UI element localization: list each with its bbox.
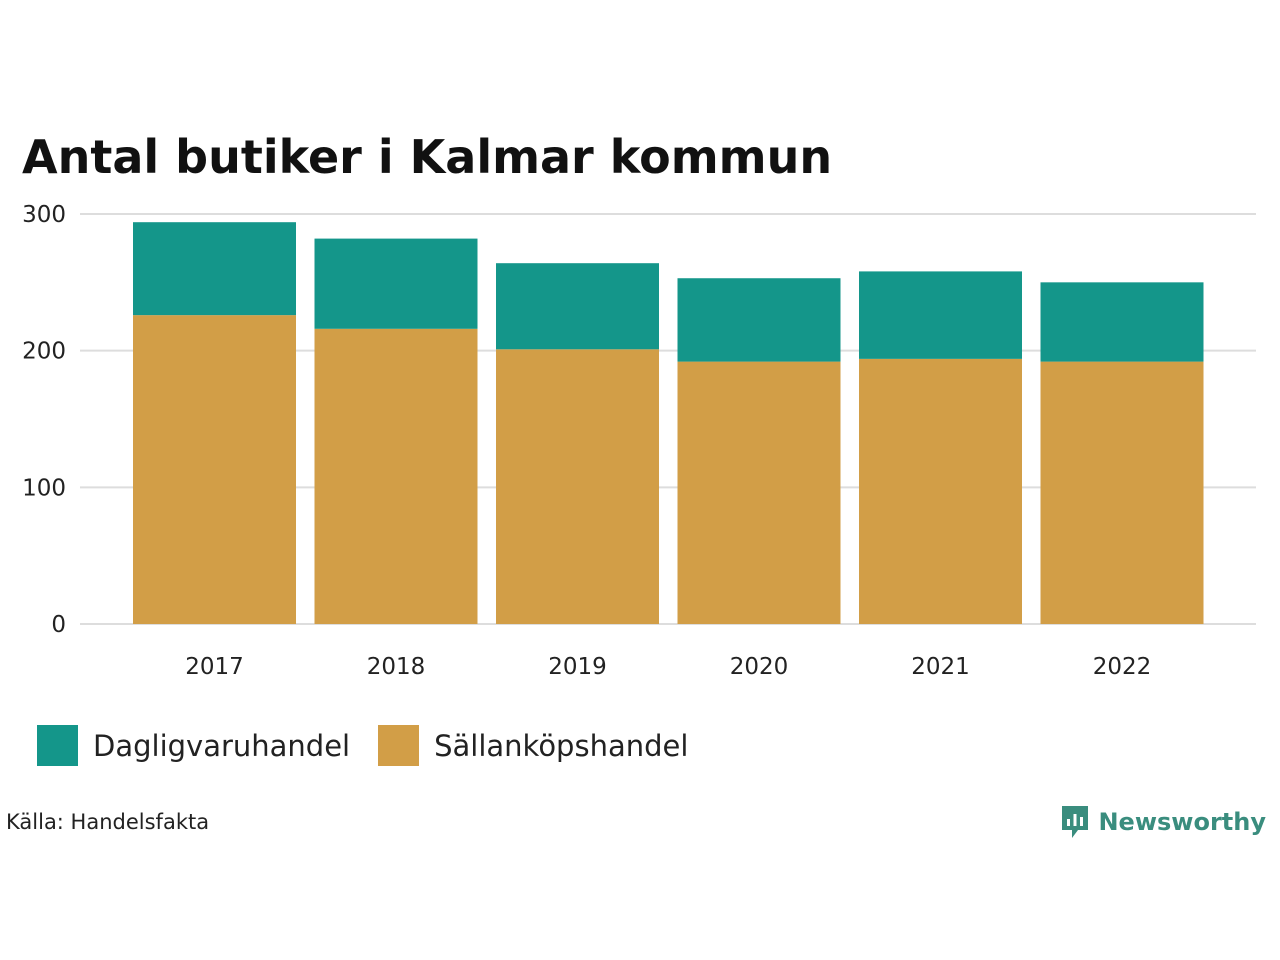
bar-dagligvaruhandel-2022	[1040, 282, 1204, 362]
bar-dagligvaruhandel-2019	[496, 263, 659, 350]
y-tick-label-300: 300	[22, 202, 66, 228]
legend-item-dagligvaruhandel: Dagligvaruhandel	[37, 725, 350, 766]
bar-dagligvaruhandel-2018	[314, 238, 478, 329]
legend: Dagligvaruhandel Sällanköpshandel	[37, 725, 716, 766]
bar-sallankopshandel-2022	[1040, 361, 1204, 624]
source-note: Källa: Handelsfakta	[6, 810, 210, 834]
newsworthy-logo-icon	[1062, 806, 1089, 838]
legend-label-dagligvaruhandel: Dagligvaruhandel	[93, 728, 351, 763]
x-tick-label-2020: 2020	[730, 654, 789, 680]
bar-sallankopshandel-2018	[314, 328, 478, 624]
legend-item-sallankopshandel: Sällanköpshandel	[378, 725, 688, 766]
bar-sallankopshandel-2017	[133, 315, 296, 624]
bar-sallankopshandel-2021	[859, 358, 1022, 624]
x-tick-label-2019: 2019	[548, 654, 607, 680]
legend-swatch-dagligvaruhandel	[37, 725, 78, 766]
legend-label-sallankopshandel: Sällanköpshandel	[434, 728, 689, 763]
bar-sallankopshandel-2020	[677, 361, 841, 624]
bar-dagligvaruhandel-2017	[133, 222, 296, 316]
x-tick-label-2021: 2021	[911, 654, 970, 680]
y-tick-label-200: 200	[22, 339, 66, 365]
brand-name: Newsworthy	[1098, 808, 1266, 836]
x-tick-label-2022: 2022	[1093, 654, 1152, 680]
stacked-bar-chart: 0 100 200 300 2017 2018 2019 2020 2021 2022	[22, 202, 1256, 680]
legend-swatch-sallankopshandel	[378, 725, 420, 766]
bar-dagligvaruhandel-2021	[859, 271, 1022, 359]
chart-title: Antal butiker i Kalmar kommun	[22, 130, 833, 184]
bar-sallankopshandel-2019	[496, 349, 659, 624]
bar-dagligvaruhandel-2020	[677, 278, 841, 362]
x-tick-label-2018: 2018	[367, 654, 426, 680]
x-tick-label-2017: 2017	[185, 654, 244, 680]
brand: Newsworthy	[1060, 804, 1266, 840]
y-tick-label-100: 100	[22, 475, 66, 501]
y-tick-label-0: 0	[51, 612, 66, 638]
